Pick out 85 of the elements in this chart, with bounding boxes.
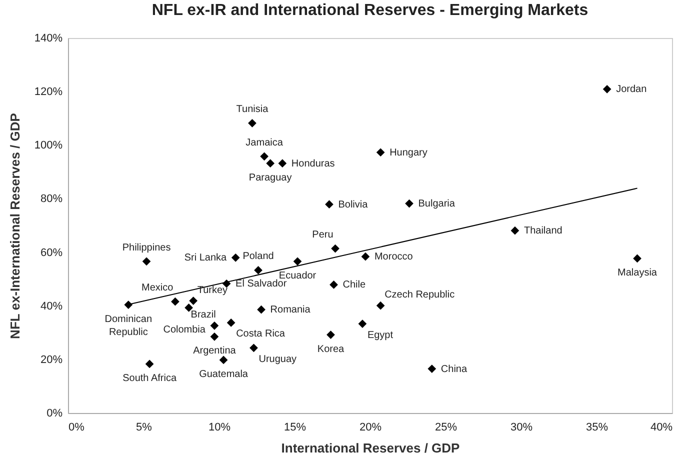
x-tick-label: 0% [68,422,85,434]
point [325,200,334,209]
y-tick-label: 60% [40,246,63,259]
annotation: Tunisia [236,104,269,116]
annotation: Ecuador [278,270,317,282]
point [602,84,612,94]
annotation: Turkey [197,284,228,296]
y-tick-label: 120% [34,86,63,98]
x-axis-title: International Reserves / GDP [281,440,460,456]
point [250,344,258,352]
annotation: Argentina [193,346,236,357]
x-tick-label: 10% [208,422,231,434]
point [266,159,275,168]
point [376,148,385,157]
y-tick-label: 80% [40,193,63,206]
point [330,280,338,289]
annotation: Egypt [367,330,394,341]
annotation: Philippines [122,242,171,254]
annotation: Uruguay [258,354,297,365]
point [171,297,180,306]
annotation: Poland [242,251,274,262]
annotation: Guatemala [199,368,248,380]
point [184,304,193,312]
annotation: Jamaica [246,137,284,148]
point [210,332,219,341]
point [231,253,240,262]
annotation: Bulgaria [418,198,456,210]
annotation: Dominican Republic [104,314,152,338]
annotation: Chile [342,280,366,291]
y-axis-title: NFL ex-International Reserves / GDP [7,112,22,339]
annotation: Bolivia [338,199,368,210]
annotation: China [440,364,468,375]
annotation: Mexico [142,282,174,294]
annotation: Costa Rica [236,328,286,340]
point [331,244,340,253]
annotation: Honduras [291,158,335,170]
point [633,254,642,263]
point [278,159,287,168]
annotation: Korea [317,344,345,355]
annotation: Brazil [190,310,216,321]
point [326,330,335,339]
x-tick-label: 30% [510,422,533,434]
annotation: Czech Republic [384,290,455,301]
point [376,301,385,310]
point [361,252,370,261]
point [428,364,436,373]
x-tick-label: 35% [586,422,608,434]
annotation: Paraguay [248,172,292,184]
point [248,118,256,128]
point [142,257,151,266]
annotation: Malaysia [618,267,658,278]
annotation: El Salvador [236,278,288,290]
x-tick-label: 15% [284,422,306,434]
x-tick-label: 40% [650,422,673,434]
annotation: Morocco [374,252,414,263]
y-tick-label: 20% [40,354,63,366]
point [219,356,228,364]
point [257,305,266,314]
point [358,320,367,328]
point [124,300,133,309]
annotation: Peru [312,230,334,241]
annotation: Jordan [616,84,647,96]
annotation: South Africa [122,372,177,384]
y-tick-label: 40% [40,300,63,312]
point [405,199,414,208]
y-tick-label: 140% [34,32,63,44]
point [226,318,236,327]
annotation: Thailand [524,226,562,237]
chart-title: NFL ex-IR and International Reserves - Emerging Markets [152,2,588,19]
point [510,226,520,235]
point [260,152,268,161]
annotation: Hungary [390,147,428,158]
annotation: Romania [270,304,311,316]
point [210,321,219,330]
point [189,296,198,305]
x-tick-label: 5% [136,422,152,434]
x-tick-label: 20% [359,422,382,434]
y-tick-label: 100% [34,140,63,152]
point [254,266,262,274]
x-tick-label: 25% [434,422,458,434]
point [293,257,302,266]
y-tick-label: 0% [46,408,63,420]
point [145,360,154,368]
annotation: Colombia [163,324,206,336]
annotation: Sri Lanka [184,252,228,264]
